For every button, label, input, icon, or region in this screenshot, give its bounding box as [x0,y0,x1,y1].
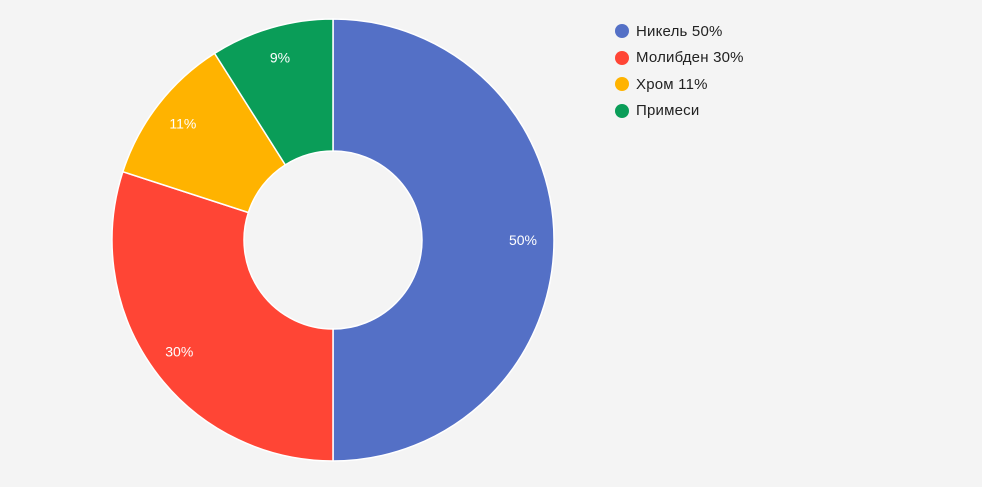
legend-label: Примеси [636,102,700,120]
legend-label: Молибден 30% [636,49,744,67]
legend-swatch-icon [615,103,629,118]
legend-swatch-icon [615,24,629,39]
legend-label: Хром 11% [636,75,708,93]
slice-1[interactable] [332,18,555,462]
slice-4[interactable] [213,18,334,166]
slice-label-3: 11% [169,116,196,132]
slice-2[interactable] [111,170,334,462]
slice-label-2: 30% [165,344,193,360]
legend-swatch-icon [615,50,629,65]
legend-item-3[interactable]: Хром 11% [615,71,744,98]
slice-group [111,18,555,462]
legend-item-2[interactable]: Молибден 30% [615,45,744,72]
slice-label-group: 50% 30% 11% 9% [165,50,537,360]
slice-3[interactable] [121,52,287,214]
slice-label-1: 50% [509,232,537,248]
legend-item-1[interactable]: Никель 50% [615,18,744,45]
legend-label: Никель 50% [636,22,723,40]
slice-label-4: 9% [270,50,290,66]
legend-swatch-icon [615,77,629,92]
legend-item-4[interactable]: Примеси [615,98,744,125]
legend: Никель 50% Молибден 30% Хром 11% Примеси [615,18,744,124]
